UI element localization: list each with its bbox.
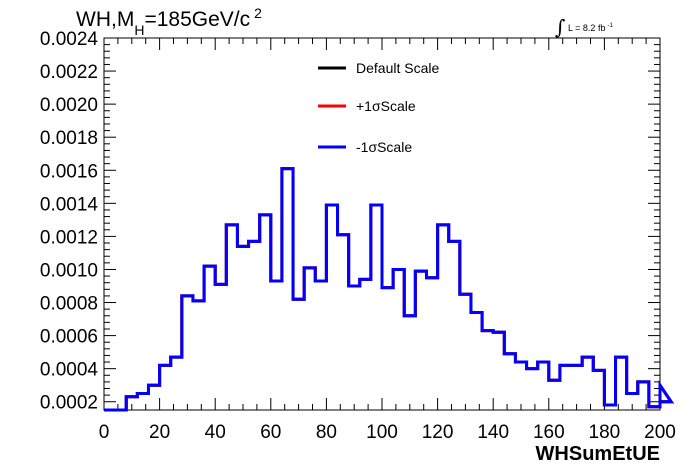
legend-label: Default Scale [356, 60, 439, 76]
x-tick-label: 120 [422, 422, 454, 443]
title-subscript: H [134, 22, 144, 38]
x-tick-label: 40 [205, 422, 226, 443]
legend-label: -1σScale [356, 139, 412, 155]
y-tick-label: 0.0016 [40, 161, 98, 182]
integral-sign: ∫ [555, 15, 565, 39]
y-tick-label: 0.0008 [40, 294, 98, 315]
legend: Default Scale +1σScale -1σScale [318, 60, 439, 155]
x-tick-label: 160 [533, 422, 565, 443]
legend-label: +1σScale [356, 98, 416, 114]
title-rest: =185GeV/c [144, 8, 250, 31]
series-layer [104, 167, 674, 412]
x-tick-label: 180 [589, 422, 621, 443]
y-tick-label: 0.0002 [40, 393, 98, 414]
y-tick-label: 0.0020 [40, 95, 98, 116]
y-tick-label: 0.0012 [40, 227, 98, 248]
y-axis: 0.0002 0.0004 0.0006 0.0008 0.0010 0.0012 0.00… [40, 29, 660, 414]
y-tick-label: 0.0018 [40, 128, 98, 149]
title-superscript: 2 [254, 5, 262, 21]
x-axis: 0 20 40 60 80 100 120 140 160 180 200 [99, 38, 676, 443]
y-tick-label: 0.0014 [40, 194, 99, 215]
x-tick-label: 200 [644, 422, 676, 443]
y-tick-label: 0.0004 [40, 360, 99, 381]
x-tick-label: 20 [149, 422, 170, 443]
x-tick-label: 100 [366, 422, 398, 443]
y-tick-label: 0.0006 [40, 327, 98, 348]
series-line-2 [104, 167, 674, 412]
x-tick-label: 60 [260, 422, 281, 443]
chart-title: WH,MH=185GeV/c 2 [76, 5, 262, 38]
y-tick-label: 0.0024 [40, 29, 99, 50]
x-tick-label: 0 [99, 422, 110, 443]
x-tick-label: 140 [477, 422, 509, 443]
lumi-label: L = 8.2 fb -1 [568, 23, 613, 33]
x-axis-label: WHSumEtUE [536, 443, 660, 465]
x-tick-label: 80 [316, 422, 337, 443]
y-tick-label: 0.0022 [40, 62, 98, 83]
lumi-superscript: -1 [607, 23, 613, 29]
y-tick-label: 0.0010 [40, 260, 98, 281]
